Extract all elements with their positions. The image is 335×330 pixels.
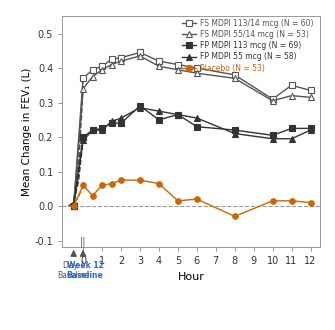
Text: Day 1
Baseline: Day 1 Baseline [57, 260, 90, 280]
Text: Week 12
Baseline: Week 12 Baseline [67, 260, 104, 280]
Text: ||: || [80, 237, 86, 248]
X-axis label: Hour: Hour [178, 272, 205, 282]
Y-axis label: Mean Change in FEV₁ (L): Mean Change in FEV₁ (L) [22, 68, 32, 196]
Legend: FS MDPI 113/14 mcg (N = 60), FS MDPI 55/14 mcg (N = 53), FP MDPI 113 mcg (N = 69: FS MDPI 113/14 mcg (N = 60), FS MDPI 55/… [179, 16, 316, 76]
